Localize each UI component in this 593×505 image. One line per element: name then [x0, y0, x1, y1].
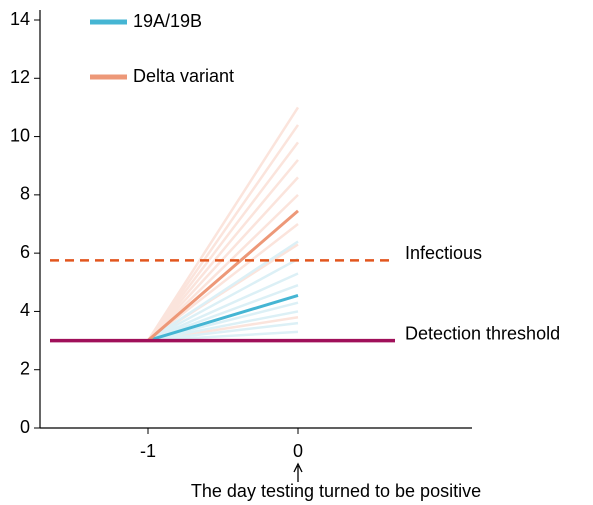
y-tick-label: 14 — [10, 9, 30, 29]
individual-line — [147, 223, 299, 342]
individual-line — [147, 240, 299, 342]
legend-label: 19A/19B — [133, 11, 202, 31]
individual-line — [147, 257, 299, 342]
individual-line — [146, 106, 300, 342]
individual-line — [147, 193, 299, 342]
annotation-arrowhead — [293, 462, 303, 473]
y-tick-label: 6 — [20, 242, 30, 262]
x-tick-label: 0 — [293, 441, 303, 461]
y-tick-label: 10 — [10, 125, 30, 145]
y-tick-label: 12 — [10, 67, 30, 87]
y-tick-label: 4 — [20, 300, 30, 320]
legend-label: Delta variant — [133, 66, 234, 86]
series-line — [147, 293, 299, 343]
individual-line — [147, 159, 299, 342]
series-line — [147, 209, 299, 342]
individual-line — [146, 124, 300, 342]
annotation: The day testing turned to be positive — [191, 481, 481, 501]
x-tick-label: -1 — [140, 441, 156, 461]
individual-line — [147, 272, 299, 342]
individual-line — [147, 176, 299, 342]
individual-line — [147, 310, 299, 342]
individual-line — [147, 321, 299, 342]
reference-label: Infectious — [405, 243, 482, 263]
individual-line — [147, 141, 299, 342]
individual-line — [147, 284, 299, 342]
y-tick-label: 8 — [20, 184, 30, 204]
reference-label: Detection threshold — [405, 323, 560, 343]
y-tick-label: 0 — [20, 417, 30, 437]
y-tick-label: 2 — [20, 358, 30, 378]
